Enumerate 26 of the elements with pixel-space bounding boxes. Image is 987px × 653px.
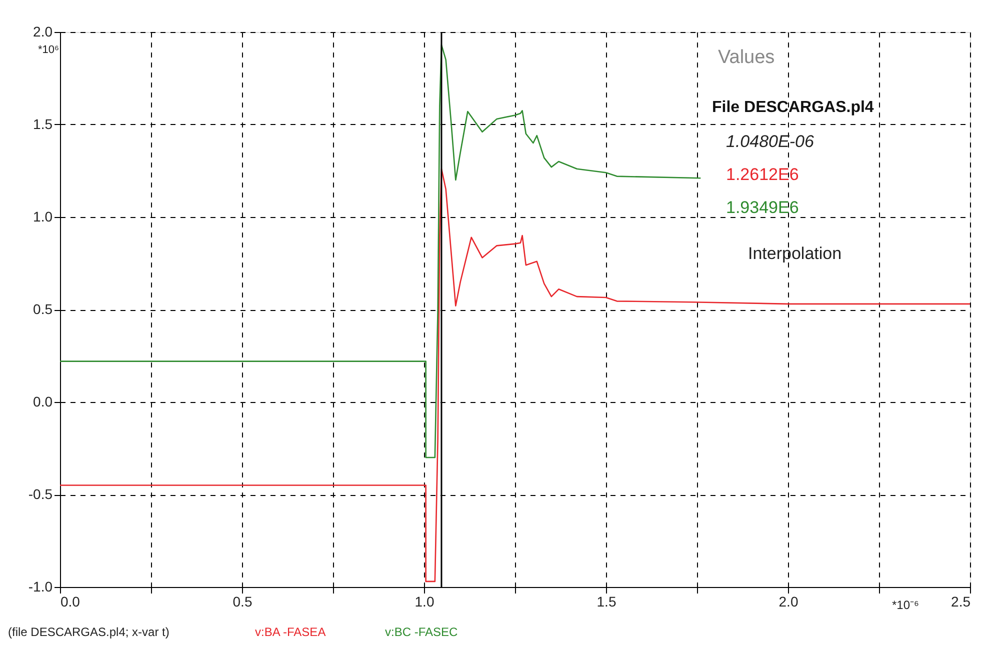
line-series: [59, 44, 702, 458]
text: v:BC -FASEC: [385, 625, 458, 639]
x-tick-label: 1.5: [596, 594, 616, 610]
x-tick-label: 1.0: [414, 594, 434, 610]
x-tick-label: 2.5: [951, 594, 971, 610]
annotation: File DESCARGAS.pl4: [712, 99, 874, 116]
y-tick-label: 1.0: [33, 208, 53, 224]
y-tick-label: -1.0: [28, 578, 53, 594]
y-tick-label: -0.5: [28, 486, 53, 502]
y-tick-label: 2.0: [33, 24, 53, 40]
line-series: [59, 168, 971, 582]
text: (file DESCARGAS.pl4; x-var t): [8, 625, 170, 639]
x-tick-label: 2.0: [778, 594, 798, 610]
x-tick-label: 0.0: [60, 594, 80, 610]
text: *10⁻⁶: [892, 598, 920, 612]
annotation: 1.9349E6: [726, 198, 799, 217]
text: *10⁶: [38, 44, 60, 56]
annotation: Interpolation: [748, 244, 842, 263]
text: v:BA -FASEA: [255, 625, 326, 639]
annotation: Values: [718, 47, 775, 68]
y-tick-label: 0.5: [33, 301, 53, 317]
annotation: 1.2612E6: [726, 165, 799, 184]
x-tick-label: 0.5: [232, 594, 252, 610]
annotation: 1.0480E-06: [726, 132, 814, 151]
y-tick-label: 1.5: [33, 116, 53, 132]
y-tick-label: 0.0: [33, 394, 53, 410]
